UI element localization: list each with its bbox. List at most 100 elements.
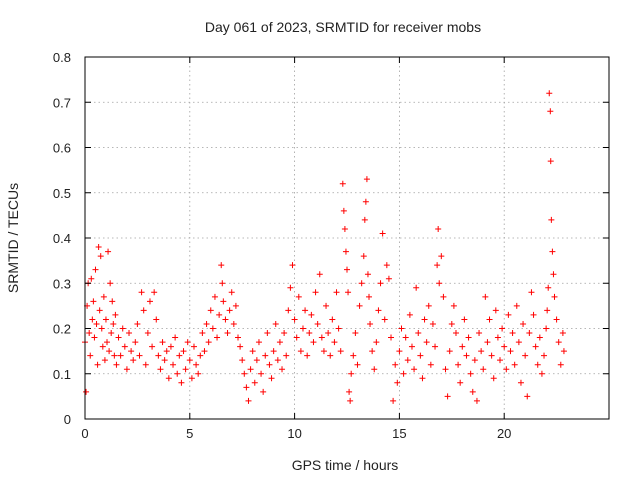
data-point [83,388,90,395]
data-point [482,293,489,300]
data-point [394,379,401,386]
data-point [99,343,106,350]
data-point [438,253,445,260]
data-point [434,262,441,269]
data-point [96,307,103,314]
data-point [362,198,369,205]
data-point [287,284,294,291]
data-point [276,339,283,346]
data-point [345,289,352,296]
data-point [270,348,277,355]
data-point [548,216,555,223]
data-point [302,307,309,314]
data-point [161,357,168,364]
data-point [352,330,359,337]
data-point [163,348,170,355]
chart-title: Day 061 of 2023, SRMTID for receiver mob… [205,19,481,35]
data-point [513,302,520,309]
data-point [140,307,147,314]
data-point [367,320,374,327]
y-tick-label: 0.5 [53,186,71,201]
data-point [507,348,514,355]
data-point [155,352,162,359]
data-point [528,289,535,296]
data-point [295,293,302,300]
data-point [429,320,436,327]
data-point [90,298,97,305]
data-point [285,307,292,314]
data-point [184,339,191,346]
data-point [331,339,338,346]
data-point [411,366,418,373]
data-point [377,280,384,287]
data-point [299,325,306,332]
data-point [241,370,248,377]
data-point [543,325,550,332]
data-point [388,334,395,341]
data-point [522,352,529,359]
data-point [553,316,560,323]
data-point [457,379,464,386]
data-point [249,348,256,355]
data-point [146,298,153,305]
data-point [279,366,286,373]
data-point [209,325,216,332]
data-point [373,339,380,346]
data-point [480,366,487,373]
data-point [320,348,327,355]
y-axis-label: SRMTID / TECUs [5,183,21,293]
data-point [170,361,177,368]
data-point [547,158,554,165]
data-point [476,330,483,337]
data-point [272,320,279,327]
data-point [463,352,470,359]
data-point [243,384,250,391]
x-tick-label: 5 [186,426,193,441]
y-tick-label: 0 [64,412,71,427]
data-point [515,339,522,346]
data-point [526,330,533,337]
data-point [262,352,269,359]
data-point [337,348,344,355]
data-point [119,325,126,332]
data-point [174,370,181,377]
data-point [123,366,130,373]
data-point [366,293,373,300]
data-point [310,339,317,346]
data-point [497,357,504,364]
data-point [329,316,336,323]
data-point [138,289,145,296]
data-point [520,320,527,327]
data-point [550,271,557,278]
data-point [107,280,114,287]
data-point [501,343,508,350]
data-point [91,334,98,341]
data-point [390,397,397,404]
data-point [473,397,480,404]
data-point [224,330,231,337]
data-point [312,289,319,296]
data-point [281,330,288,337]
data-point [358,280,365,287]
data-point [363,176,370,183]
data-point [199,330,206,337]
data-point [471,357,478,364]
data-point [559,330,566,337]
data-point [255,339,262,346]
data-point [509,330,516,337]
data-point [149,343,156,350]
data-point [89,316,96,323]
data-point [264,330,271,337]
data-point [214,334,221,341]
data-point [385,275,392,282]
data-point [253,357,260,364]
data-point [94,361,101,368]
data-point [203,320,210,327]
data-point [102,316,109,323]
data-point [201,348,208,355]
data-point [423,339,430,346]
grid-layer [85,57,609,419]
data-point [323,302,330,309]
data-point [132,339,139,346]
data-point [467,370,474,377]
